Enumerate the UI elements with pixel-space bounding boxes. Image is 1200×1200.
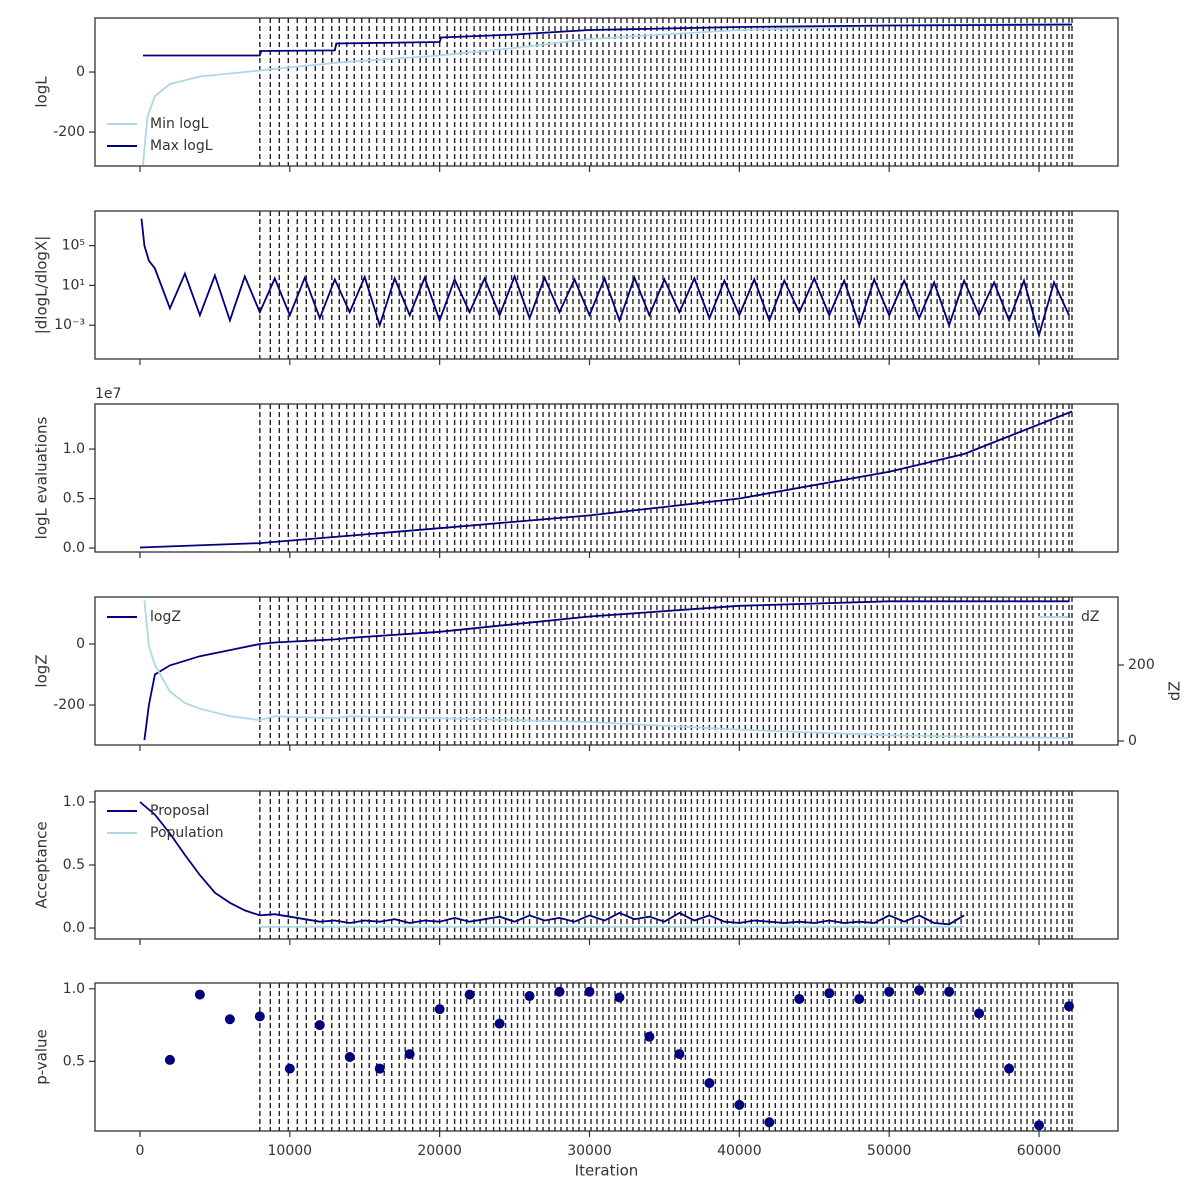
series-line: [143, 600, 1069, 741]
point: [974, 1008, 985, 1019]
offset-label: 1e7: [95, 386, 121, 402]
series-line: [143, 23, 1073, 57]
y-tick-label: -200: [53, 124, 85, 140]
point: [734, 1099, 745, 1110]
y-tick-label: 0.5: [63, 491, 85, 507]
x-tick-label: 30000: [567, 1143, 612, 1159]
panel: 0 10000 20000 30000 40000 50000 60000 0.5 1.0 p-v…: [33, 981, 1119, 1180]
point: [1004, 1063, 1015, 1074]
plot-frame: [94, 596, 1119, 746]
legend-label: Proposal: [150, 803, 209, 819]
point: [404, 1049, 415, 1060]
series-line: [142, 22, 1073, 166]
panel: 10⁻³ 10¹ 10⁵ |dlogL/dlogX|: [33, 210, 1119, 365]
point: [464, 989, 475, 1000]
plot-frame: [94, 210, 1119, 360]
point: [944, 986, 955, 997]
y-axis-label: logZ: [33, 654, 51, 687]
y-tick-label: 1.0: [63, 441, 85, 457]
y-axis-label: p-value: [33, 1029, 51, 1085]
panel: -200 0 0 200 logZ dZ logZ dZ: [33, 596, 1184, 751]
series-line: [143, 600, 1070, 739]
y-tick-label: 10⁵: [62, 238, 85, 254]
point: [824, 988, 835, 999]
y-tick-label: 10⁻³: [54, 317, 85, 333]
point: [854, 993, 865, 1004]
point: [494, 1018, 505, 1029]
y-tick-label: -200: [53, 697, 85, 713]
y-axis-label: Acceptance: [33, 821, 51, 908]
point: [644, 1031, 655, 1042]
panel: -200 0 logL Min logL Max logL: [33, 17, 1119, 172]
point: [314, 1020, 325, 1031]
y2-tick-label: 0: [1128, 733, 1137, 749]
point: [914, 985, 925, 996]
y-axis-label: logL: [33, 76, 51, 108]
y-axis-label: logL evaluations: [33, 416, 51, 539]
point: [1034, 1120, 1045, 1131]
series-line: [139, 801, 965, 926]
point: [794, 993, 805, 1004]
x-tick-label: 20000: [417, 1143, 462, 1159]
x-tick-label: 0: [135, 1143, 144, 1159]
point: [344, 1052, 355, 1062]
y-tick-label: 0.5: [63, 857, 85, 873]
y-tick-label: 1.0: [63, 794, 85, 810]
panel: 0.0 0.5 1.0 Acceptance Proposal Population: [33, 790, 1119, 945]
y2-axis-label: dZ: [1166, 681, 1184, 701]
point: [554, 986, 565, 997]
y-tick-label: 10¹: [62, 277, 85, 293]
plot-frame: [94, 982, 1119, 1132]
plot-frame: [94, 790, 1119, 940]
y-tick-label: 0.0: [63, 540, 85, 556]
plot-frame: [94, 17, 1119, 167]
legend-label: Population: [150, 825, 224, 841]
point: [194, 989, 205, 1000]
point: [884, 986, 895, 997]
series-line: [139, 410, 1073, 549]
legend-label: Min logL: [150, 116, 209, 132]
legend-label: logZ: [150, 609, 181, 625]
point: [764, 1117, 775, 1128]
y-tick-label: 0: [76, 636, 85, 652]
series-line: [140, 218, 1070, 339]
x-tick-label: 50000: [867, 1143, 912, 1159]
point: [374, 1063, 385, 1074]
point: [524, 991, 535, 1002]
point: [584, 986, 595, 997]
y-tick-label: 0.5: [63, 1053, 85, 1069]
point: [284, 1063, 295, 1074]
y-tick-label: 1.0: [63, 981, 85, 997]
point: [614, 992, 625, 1003]
point: [164, 1054, 175, 1065]
x-tick-label: 10000: [268, 1143, 313, 1159]
point: [254, 1011, 265, 1022]
x-tick-label: 40000: [717, 1143, 762, 1159]
plot-frame: [94, 403, 1119, 553]
y-axis-label: |dlogL/dlogX|: [33, 236, 51, 335]
y-tick-label: 0.0: [63, 920, 85, 936]
point: [224, 1014, 235, 1025]
point: [434, 1004, 445, 1015]
point: [1064, 1001, 1075, 1012]
point: [674, 1049, 685, 1060]
x-axis-label: Iteration: [575, 1162, 639, 1180]
y2-tick-label: 200: [1128, 657, 1155, 673]
legend-label: dZ: [1081, 609, 1099, 625]
x-tick-label: 60000: [1017, 1143, 1062, 1159]
panel: 0.0 0.5 1.0 1e7 logL evaluations: [33, 386, 1119, 558]
legend-label: Max logL: [150, 138, 213, 154]
point: [704, 1078, 715, 1089]
y-tick-label: 0: [76, 64, 85, 80]
